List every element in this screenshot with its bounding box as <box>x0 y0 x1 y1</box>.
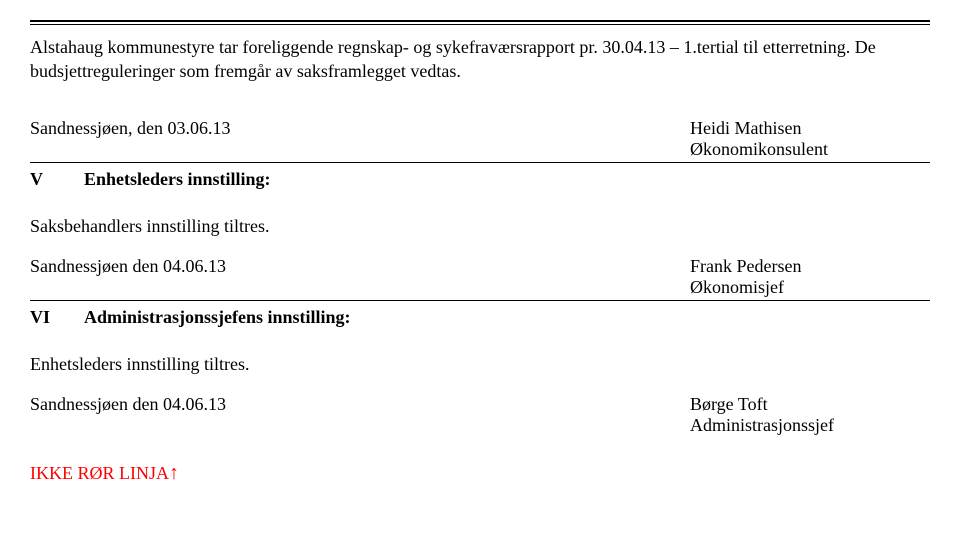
rule-1 <box>30 162 930 163</box>
title-right-1: Økonomikonsulent <box>690 139 930 160</box>
date-left-3: Sandnessjøen den 04.06.13 <box>30 394 226 415</box>
section-vi: VI Administrasjonssjefens innstilling: <box>30 307 930 328</box>
roman-vi: VI <box>30 307 84 328</box>
signature-block-3: Sandnessjøen den 04.06.13 Børge Toft Adm… <box>30 394 930 436</box>
mid-statement-1: Saksbehandlers innstilling tiltres. <box>30 214 930 238</box>
footer-red-line: IKKE RØR LINJA↑ <box>30 462 930 485</box>
name-right-2: Frank Pedersen <box>690 256 930 277</box>
name-right-1: Heidi Mathisen <box>690 118 930 139</box>
date-left-2: Sandnessjøen den 04.06.13 <box>30 256 226 277</box>
roman-v: V <box>30 169 84 190</box>
mid-statement-2: Enhetsleders innstilling tiltres. <box>30 352 930 376</box>
footer-red-text: IKKE RØR LINJA <box>30 463 169 483</box>
signature-block-2: Sandnessjøen den 04.06.13 Frank Pedersen… <box>30 256 930 298</box>
section-vi-title: Administrasjonssjefens innstilling: <box>84 307 351 328</box>
intro-paragraph: Alstahaug kommunestyre tar foreliggende … <box>30 35 930 84</box>
name-right-3: Børge Toft <box>690 394 930 415</box>
top-double-rule <box>30 20 930 25</box>
rule-2 <box>30 300 930 301</box>
date-left-1: Sandnessjøen, den 03.06.13 <box>30 118 230 139</box>
signature-block-1: Sandnessjøen, den 03.06.13 Heidi Mathise… <box>30 118 930 160</box>
section-v: V Enhetsleders innstilling: <box>30 169 930 190</box>
up-arrow-icon: ↑ <box>169 462 179 484</box>
section-v-title: Enhetsleders innstilling: <box>84 169 271 190</box>
title-right-3: Administrasjonssjef <box>690 415 930 436</box>
title-right-2: Økonomisjef <box>690 277 930 298</box>
